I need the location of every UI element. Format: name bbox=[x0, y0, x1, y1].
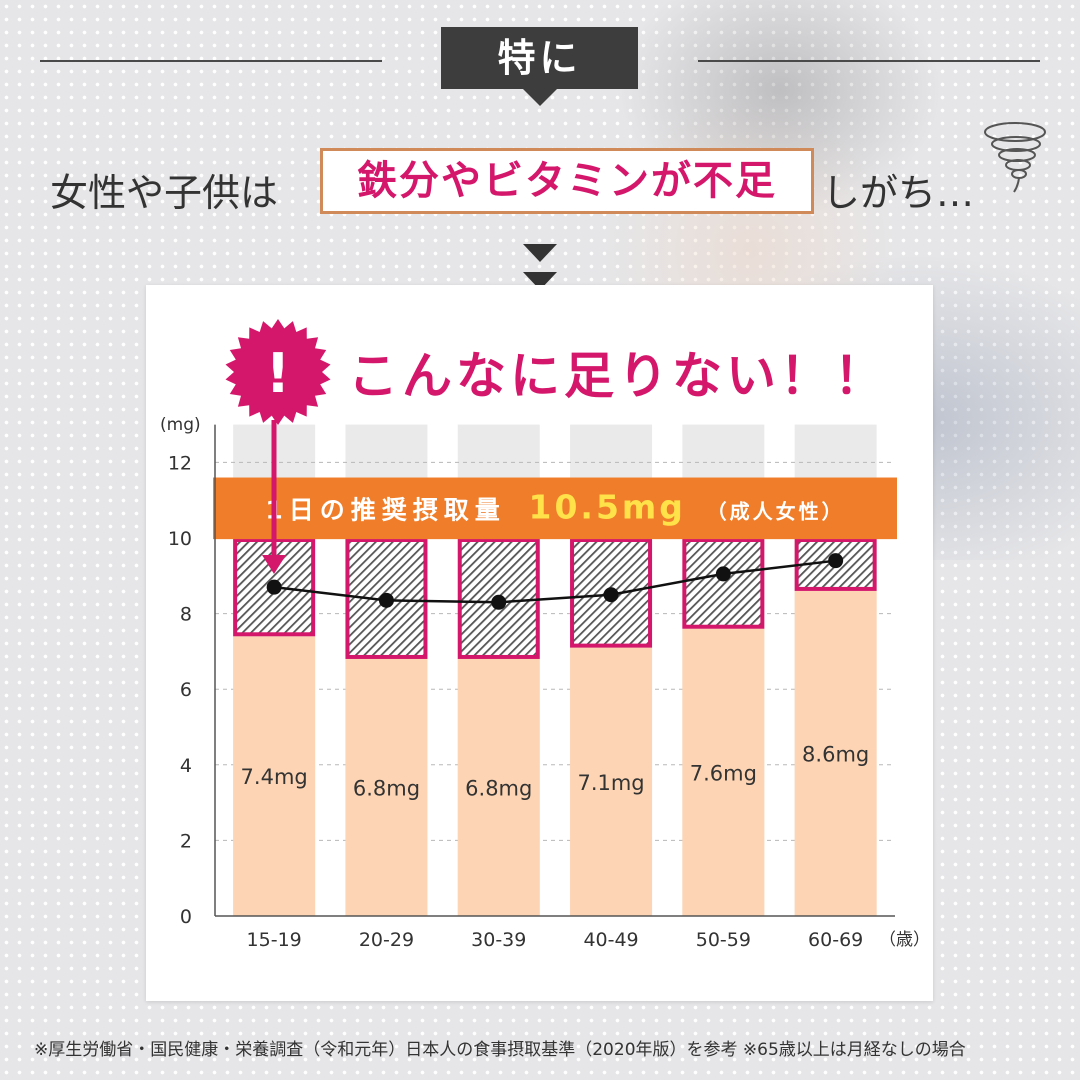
recommended-intake-label: 1日の推奨摂取量 10.5mg （成人女性） bbox=[265, 487, 844, 526]
bar-value-label: 8.6mg bbox=[802, 742, 869, 766]
y-tick-label: 8 bbox=[180, 604, 192, 626]
headline: 女性や子供は 鉄分やビタミンが不足 しがち… bbox=[0, 0, 1080, 240]
shortfall-bar bbox=[682, 538, 765, 629]
x-unit-label: （歳） bbox=[879, 930, 930, 950]
recommended-intake-suffix: （成人女性） bbox=[707, 499, 845, 523]
header-rule-right bbox=[698, 60, 1040, 62]
x-tick-label: 50-59 bbox=[696, 929, 751, 951]
trend-line bbox=[274, 559, 836, 604]
header-badge: 特に bbox=[441, 27, 638, 89]
callout-pointer-arrowhead bbox=[262, 555, 286, 574]
bar-value-label: 7.1mg bbox=[577, 771, 644, 795]
intake-bar bbox=[570, 647, 653, 916]
y-tick-label: 12 bbox=[168, 452, 192, 474]
x-tick-label: 15-19 bbox=[247, 929, 302, 951]
x-tick-label: 40-49 bbox=[583, 929, 638, 951]
header-rule-left bbox=[40, 60, 382, 62]
trend-point bbox=[378, 592, 394, 608]
callout-text: こんなに足りない！！ bbox=[348, 347, 888, 405]
trend-point bbox=[266, 579, 282, 595]
y-tick-label: 6 bbox=[180, 679, 192, 701]
recommended-intake-value: 10.5mg bbox=[528, 487, 685, 526]
bar-value-label: 6.8mg bbox=[465, 776, 532, 800]
intake-bar bbox=[233, 636, 316, 916]
x-tick-label: 30-39 bbox=[471, 929, 526, 951]
trend-point bbox=[828, 553, 844, 569]
trend-point bbox=[603, 587, 619, 603]
y-tick-label: 2 bbox=[180, 830, 192, 852]
y-tick-label: 0 bbox=[180, 906, 192, 928]
exclamation-mark: ! bbox=[266, 342, 291, 405]
recommended-intake-prefix: 1日の推奨摂取量 bbox=[265, 495, 505, 524]
bar-value-label: 7.6mg bbox=[690, 761, 757, 785]
y-tick-label: 10 bbox=[168, 528, 192, 550]
headline-prefix: 女性や子供は bbox=[50, 171, 279, 215]
recommended-intake-band bbox=[213, 477, 897, 540]
y-unit-label: (mg) bbox=[160, 415, 201, 435]
exclamation-burst-icon: ! bbox=[225, 319, 331, 425]
dizzy-swirl-icon bbox=[984, 122, 1046, 193]
intake-bar bbox=[457, 658, 540, 916]
header-badge-pointer bbox=[522, 88, 558, 106]
headline-highlight: 鉄分やビタミンが不足 bbox=[320, 148, 814, 214]
intake-bar bbox=[345, 658, 428, 916]
x-tick-label: 60-69 bbox=[808, 929, 863, 951]
headline-suffix: しがち… bbox=[822, 171, 975, 215]
x-tick-label: 20-29 bbox=[359, 929, 414, 951]
bar-value-label: 7.4mg bbox=[241, 765, 308, 789]
y-tick-label: 4 bbox=[180, 755, 192, 777]
bar-value-label: 6.8mg bbox=[353, 776, 420, 800]
intake-bar bbox=[682, 628, 765, 916]
footnote: ※厚生労働省・国民健康・栄養調査（令和元年）日本人の食事摂取基準（2020年版）… bbox=[34, 1040, 966, 1060]
trend-point bbox=[715, 566, 731, 582]
trend-point bbox=[491, 594, 507, 610]
intake-bar bbox=[794, 590, 877, 916]
